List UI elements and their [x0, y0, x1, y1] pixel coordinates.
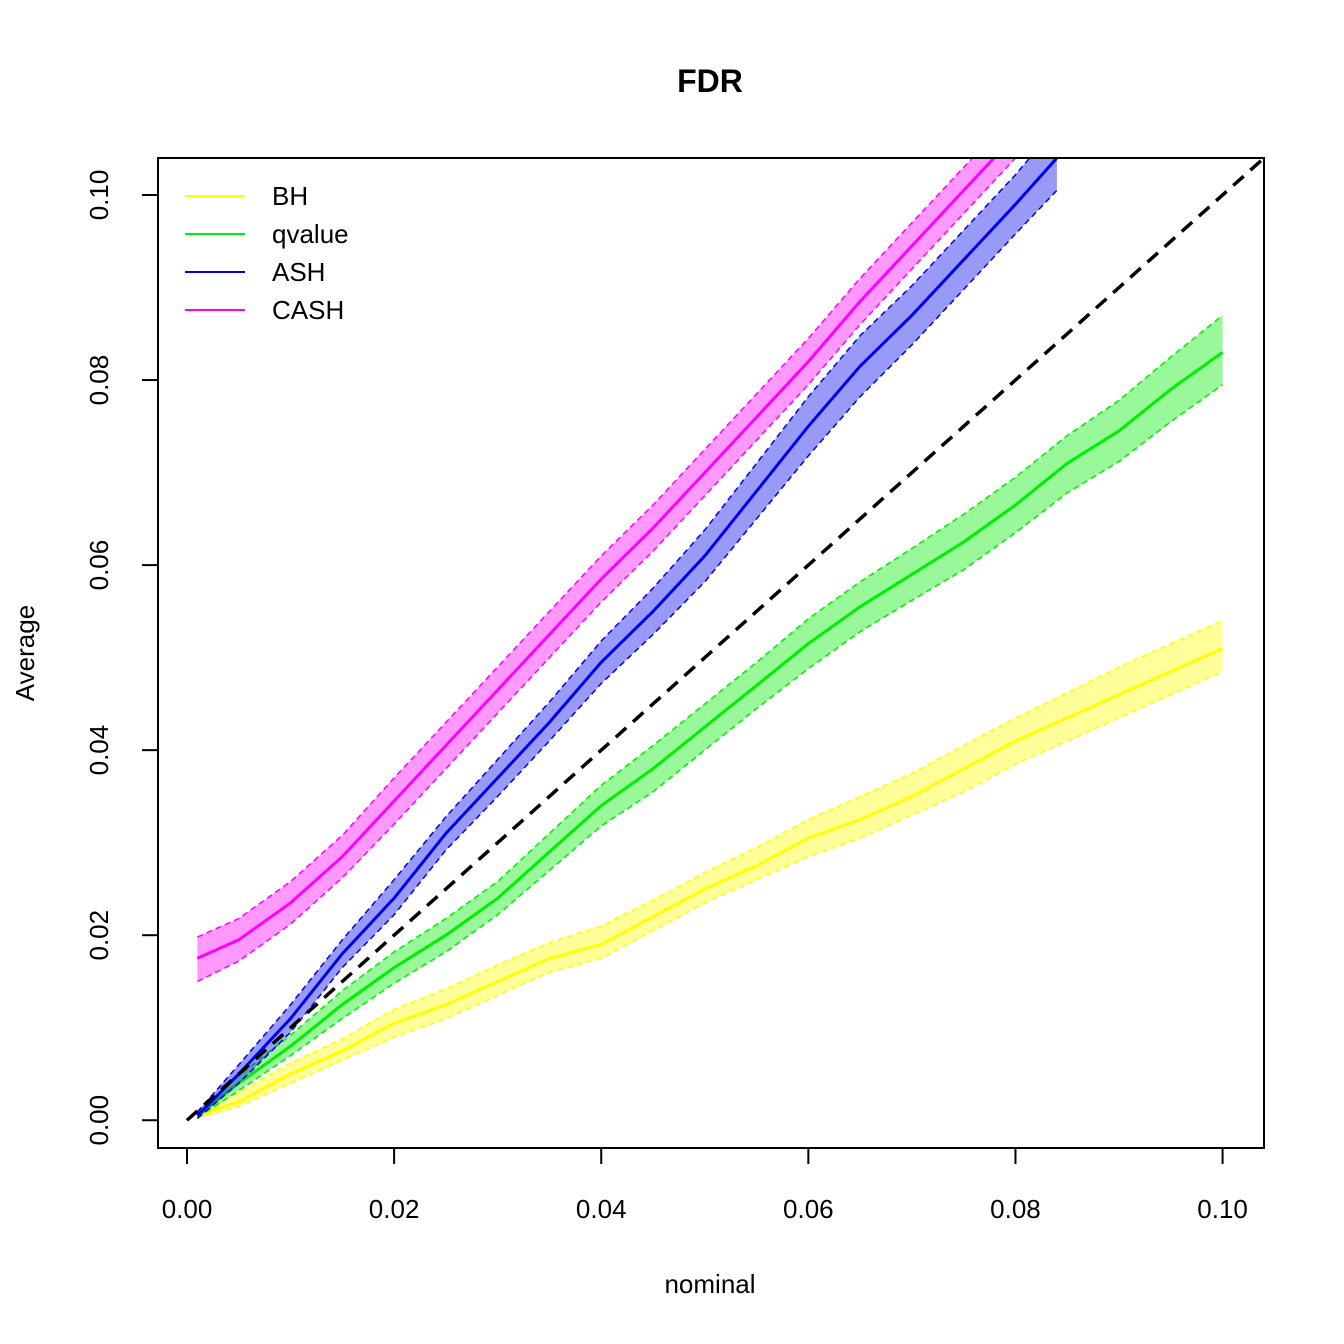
legend-label-ash: ASH [272, 257, 325, 287]
legend-label-qvalue: qvalue [272, 219, 349, 249]
x-tick-label: 0.04 [576, 1194, 627, 1224]
ash-lower-line [196, 189, 1058, 1119]
qvalue-band [197, 315, 1223, 1118]
y-tick-label: 0.00 [84, 1095, 114, 1146]
x-tick-label: 0.06 [783, 1194, 834, 1224]
legend-label-cash: CASH [272, 295, 344, 325]
cash-mean-line [196, 158, 996, 960]
ash-upper-line [196, 158, 1031, 1113]
x-tick-label: 0.02 [369, 1194, 420, 1224]
cash-band [197, 158, 1016, 982]
y-axis-label: Average [10, 605, 40, 701]
legend-label-bh: BH [272, 181, 308, 211]
reference-diagonal-line [185, 158, 1264, 1122]
x-axis-label: nominal [664, 1269, 755, 1299]
bh-upper-line [197, 619, 1223, 1114]
x-tick-label: 0.00 [162, 1194, 213, 1224]
legend: BH qvalue ASH CASH [185, 181, 349, 325]
bh-band [197, 620, 1223, 1119]
y-tick-label: 0.04 [84, 725, 114, 776]
y-tick-label: 0.10 [84, 170, 114, 221]
chart-title: FDR [677, 63, 743, 99]
y-tick-label: 0.06 [84, 540, 114, 591]
bh-mean-line [196, 647, 1224, 1118]
qvalue-upper-line [196, 314, 1224, 1113]
bh-lower-line [197, 670, 1223, 1120]
plot-area [185, 158, 1264, 1122]
cash-upper-line [197, 158, 974, 938]
x-tick-label: 0.10 [1197, 1194, 1248, 1224]
ash-mean-line [196, 158, 1059, 1117]
qvalue-mean-line [196, 351, 1224, 1117]
y-axis: 0.00 0.02 0.04 0.06 0.08 0.10 [84, 170, 159, 1146]
x-axis: 0.00 0.02 0.04 0.06 0.08 0.10 [162, 1147, 1248, 1224]
y-tick-label: 0.08 [84, 355, 114, 406]
qvalue-lower-line [196, 384, 1224, 1119]
cash-lower-line [197, 158, 1017, 983]
y-tick-label: 0.02 [84, 910, 114, 961]
ash-band [197, 158, 1057, 1119]
x-tick-label: 0.08 [990, 1194, 1041, 1224]
